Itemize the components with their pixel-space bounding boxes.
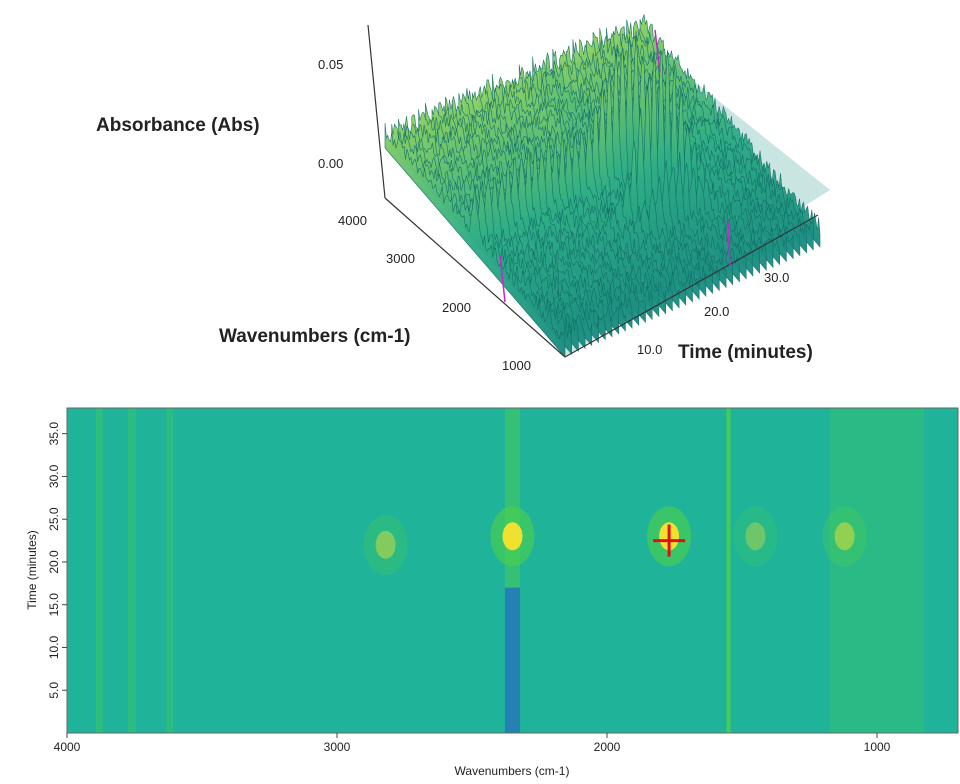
heatmap-blue-region [504,587,521,733]
heatmap-plot: 4000 3000 2000 1000 35.0 30.0 25.0 20.0 15.0 10.… [0,395,960,779]
surface-ridge [451,96,633,329]
surface-ridge [545,31,727,289]
x-tick-label: 1000 [502,358,531,373]
heatmap-hotspot-halo [733,506,778,567]
x-axis-label: Wavenumbers (cm-1) [455,764,570,778]
heatmap-band [96,408,103,733]
x-tick-label: 2000 [594,740,621,754]
y-axis-label: Time (minutes) [678,342,813,363]
heatmap-band [726,408,731,733]
marker-line [499,254,506,303]
z-axis-label: Absorbance (Abs) [96,115,260,136]
y-tick-label: 15.0 [47,593,61,617]
y-tick-label: 30.0 [47,464,61,488]
heatmap-hotspot-halo [363,514,408,575]
marker-line [654,29,661,73]
x-tick-label: 3000 [324,740,351,754]
y-tick-label: 5.0 [47,682,61,699]
surface-ridge [532,46,713,295]
x-tick-label: 3000 [386,251,415,266]
marker-line [727,221,731,267]
heatmap-frame [66,407,959,734]
heatmap-band [829,408,925,733]
y-axis-label: Time (minutes) [25,530,39,610]
surface-ridge [384,122,566,358]
x-tick-label: 2000 [442,300,471,315]
heatmap-svg: 4000 3000 2000 1000 35.0 30.0 25.0 20.0 15.0 10.… [25,407,959,778]
z-tick-label: 0.05 [318,57,343,72]
heatmap-band [127,408,136,733]
heatmap-hotspot [502,522,523,551]
heatmap-hotspot [375,530,396,559]
x-tick-label: 1000 [864,740,891,754]
z-tick-label: 0.00 [318,156,343,171]
y-axis-line [564,214,819,358]
heatmap-hotspot [834,522,855,551]
y-tick-label: 35.0 [47,422,61,446]
x-tick-label: 4000 [54,740,81,754]
crosshair-cursor[interactable] [653,524,686,557]
y-tick-label: 20.0 [704,304,729,319]
y-tick-label: 10.0 [637,342,662,357]
heatmap-cells [67,408,958,733]
x-axis-ticks: 4000 3000 2000 1000 [54,733,891,754]
y-tick-label: 10.0 [47,635,61,659]
z-axis-line [367,24,386,199]
surface-plot-3d: 0.05 0.00 4000 3000 2000 1000 10.0 20.0 … [96,13,830,373]
surface-ridges [384,13,821,358]
x-axis-label: Wavenumbers (cm-1) [219,326,410,347]
y-tick-label: 30.0 [764,270,789,285]
x-axis-line [384,197,566,358]
heatmap-hotspot [745,522,766,551]
surface-plot-svg: 0.05 0.00 4000 3000 2000 1000 10.0 20.0 … [96,13,830,373]
y-axis-ticks: 35.0 30.0 25.0 20.0 15.0 10.0 5.0 [47,422,67,699]
y-tick-label: 20.0 [47,550,61,574]
x-tick-label: 4000 [338,213,367,228]
heatmap-band [166,408,173,733]
surface-ridge [424,103,606,341]
y-tick-label: 25.0 [47,507,61,531]
